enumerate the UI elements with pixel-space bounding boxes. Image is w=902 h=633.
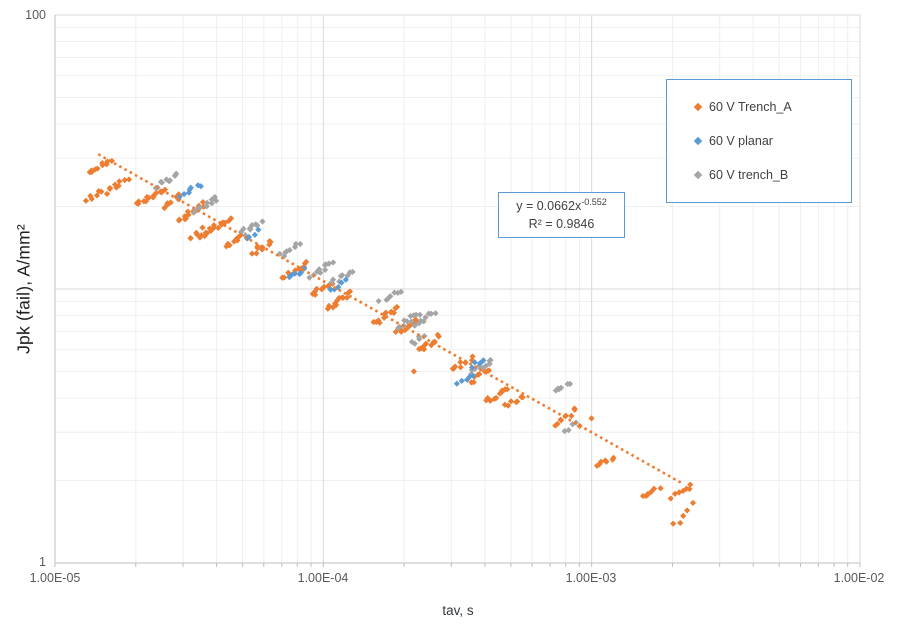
x-tick-label-1e-04: 1.00E-04 bbox=[297, 571, 349, 585]
legend-label-trench-a: 60 V Trench_A bbox=[709, 100, 792, 114]
trendline-equation-box[interactable]: y = 0.0662x-0.552 R² = 0.9846 bbox=[498, 192, 625, 239]
x-axis-title: tav, s bbox=[442, 603, 474, 618]
legend-item-trench-a[interactable]: 60 V Trench_A bbox=[693, 100, 851, 114]
legend-label-planar: 60 V planar bbox=[709, 134, 773, 148]
diamond-marker-icon bbox=[693, 102, 703, 112]
trendline-equation: y = 0.0662x-0.552 bbox=[516, 197, 607, 214]
x-tick-label-1e-02: 1.00E-02 bbox=[833, 571, 885, 585]
legend-item-planar[interactable]: 60 V planar bbox=[693, 134, 851, 148]
r-squared-value: R² = 0.9846 bbox=[528, 217, 595, 232]
y-tick-label-100: 100 bbox=[25, 8, 46, 22]
diamond-marker-icon bbox=[693, 170, 703, 180]
legend-label-trench-b: 60 V trench_B bbox=[709, 168, 789, 182]
legend-item-trench-b[interactable]: 60 V trench_B bbox=[693, 168, 851, 182]
legend[interactable]: 60 V Trench_A 60 V planar 60 V trench_B bbox=[666, 79, 852, 203]
x-tick-label-1e-03: 1.00E-03 bbox=[565, 571, 617, 585]
y-tick-label-1: 1 bbox=[39, 555, 46, 569]
y-axis-title: Jpk (fail), A/mm² bbox=[13, 224, 34, 354]
diamond-marker-icon bbox=[693, 136, 703, 146]
x-tick-label-1e-05: 1.00E-05 bbox=[29, 571, 81, 585]
